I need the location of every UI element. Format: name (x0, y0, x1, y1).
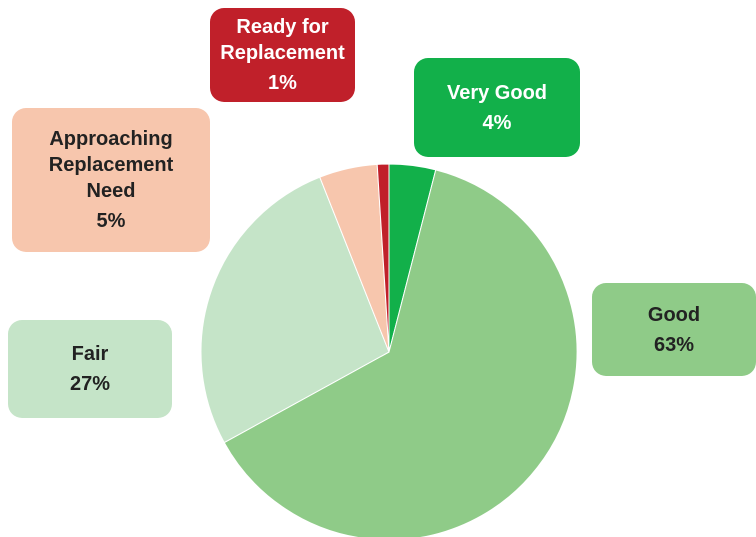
pie-slice (376, 163, 390, 353)
category-label: Approaching Replacement Need (48, 128, 174, 202)
value-label: 63% (653, 333, 695, 356)
value-label: 1% (268, 72, 297, 94)
category-label: Ready for Replacement (220, 16, 345, 64)
category-label: Fair (71, 343, 109, 365)
category-label: Very Good (446, 81, 548, 104)
label-box: Good 63% (592, 283, 756, 376)
label-box: Fair 27% (8, 320, 172, 418)
pie-slice (223, 169, 578, 537)
value-label: 4% (482, 111, 512, 134)
label-box: Approaching Replacement Need 5% (12, 108, 210, 252)
value-label: 5% (96, 210, 126, 232)
label-box: Ready for Replacement 1% (210, 8, 355, 102)
category-label: Good (647, 303, 701, 326)
label-box: Very Good 4% (414, 58, 580, 157)
pie-slice (200, 176, 390, 444)
value-label: 27% (69, 373, 111, 395)
